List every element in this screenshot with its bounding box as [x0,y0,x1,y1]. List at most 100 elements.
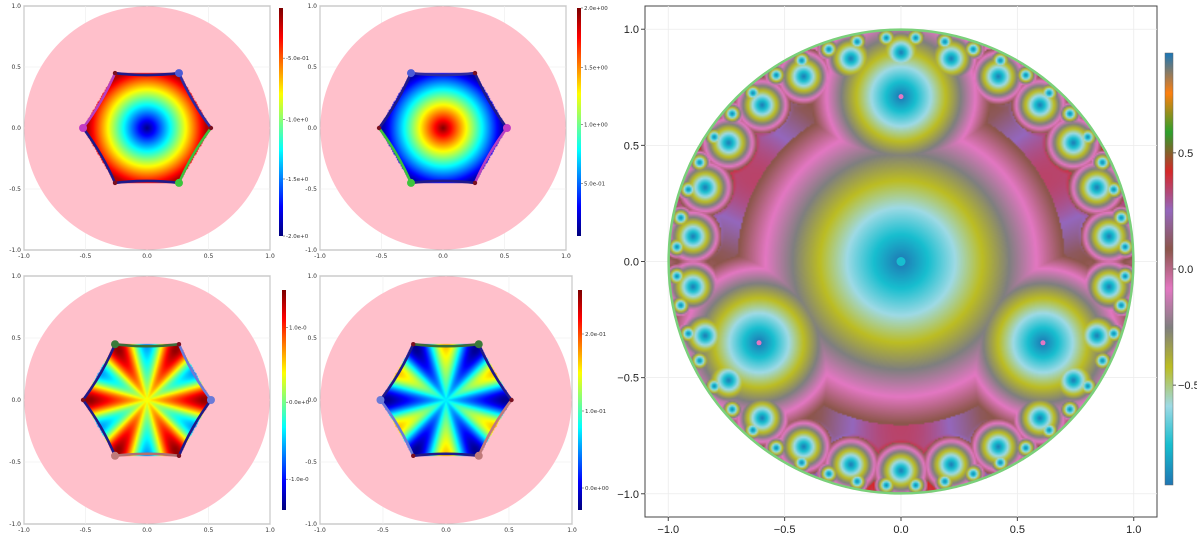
center-point [1040,340,1046,346]
panel-p3: -1.0 -0.5 0.0 0.5 1.0 -1.0 -0.5 0.0 0.5 1.0 1.0e-0… [9,273,309,534]
vertex-point [176,342,182,347]
hexagon-edge [81,399,117,457]
marker-point [474,340,483,349]
panel-big: −1.0 −0.5 0.0 0.5 1.0 −1.0 −0.5 0.0 0.5 1.0 0.5 0.0… [617,5,1197,536]
y-tick-label: -0.5 [305,186,317,193]
hexagon-edge [378,72,413,129]
x-tick-label: 0.0 [142,527,152,534]
marker-point [407,178,416,187]
y-tick-label: 0.5 [307,335,317,342]
y-tick-label: 1.0 [11,3,21,10]
x-tick-label: 0.5 [500,253,510,260]
vertex-point [80,397,86,403]
colorbar [1165,53,1173,485]
colorbar-tick-label: 1.0e+00 [584,122,608,128]
field-heatmap [377,333,515,467]
marker-point [206,396,215,404]
y-tick-label: 0.0 [307,397,317,404]
vertex-point [472,70,478,76]
x-tick-label: 0.5 [204,527,214,534]
colorbar-tick-label: -1.5e+0 [286,177,309,183]
colorbar-tick-label: 1.0e-0 [289,325,307,331]
x-tick-label: 1.0 [567,527,577,534]
colorbar-tick-label: −0.5 [1178,380,1197,392]
y-tick-label: -1.0 [9,521,21,528]
x-tick-label: -0.5 [80,527,92,534]
x-tick-label: 0.0 [441,527,451,534]
y-tick-label: 0.0 [624,257,639,269]
colorbar [282,290,286,510]
y-tick-label: 0.5 [11,64,21,71]
marker-point [174,69,183,78]
center-point [898,94,904,100]
hexagon-edge [473,72,508,129]
y-tick-label: 1.0 [624,24,639,36]
vertex-point [176,453,182,458]
x-tick-label: 0.5 [1010,524,1025,536]
y-tick-label: -1.0 [305,247,317,254]
y-tick-label: 0.5 [624,140,639,152]
colorbar-tick-label: 0.0 [1178,264,1193,276]
hexagon-edge [410,179,476,185]
field-heatmap [80,62,214,194]
x-tick-label: 0.5 [204,253,214,260]
hexagon-edge [177,343,213,401]
field-heatmap [80,333,214,467]
vertex-point [112,70,118,76]
hexagon-edge [410,71,476,77]
y-tick-label: 0.0 [11,397,21,404]
colorbar-tick-label: 1.5e+00 [584,65,608,71]
hexagon-edge [82,127,117,184]
x-tick-label: 0.0 [142,253,152,260]
panel-p1: -1.0 -0.5 0.0 0.5 1.0 -1.0 -0.5 0.0 0.5 1.0 -5.0e-… [9,3,309,260]
colorbar [577,8,581,236]
y-tick-label: 0.5 [11,335,21,342]
hexagon-edge [114,71,180,77]
panel-p4: -1.0 -0.5 0.0 0.5 1.0 -1.0 -0.5 0.0 0.5 1.0 2.0e-0… [305,273,609,534]
hexagon-edge [379,399,415,457]
vertex-point [509,397,514,403]
colorbar-tick-label: 0.0e+0 [289,400,310,406]
colorbar-tick-label: -5.0e-01 [286,56,309,62]
hexagon-edge [379,343,415,401]
marker-point [174,178,183,187]
panel-p2: -1.0 -0.5 0.0 0.5 1.0 -1.0 -0.5 0.0 0.5 1.0 2.0e+0… [305,3,608,260]
y-tick-label: 0.5 [307,64,317,71]
hexagon-edge [477,399,513,457]
y-tick-label: -0.5 [9,459,21,466]
colorbar-tick-label: 2.0e+00 [584,6,608,12]
hexagon-edge [473,127,508,184]
colorbar-tick-label: 0.5 [1178,148,1193,160]
hexagon-edge [114,179,180,185]
marker-point [502,124,511,132]
y-tick-label: 1.0 [11,273,21,280]
x-tick-label: −0.5 [774,524,796,536]
x-tick-label: -0.5 [376,253,388,260]
vertex-point [208,125,214,131]
hexagon-edge [82,72,117,129]
y-tick-label: -0.5 [305,459,317,466]
y-tick-label: 1.0 [307,3,317,10]
x-tick-label: -0.5 [80,253,92,260]
marker-point [79,124,88,132]
hexagon-edge [177,72,212,129]
field-heatmap [376,62,510,194]
y-tick-label: 0.0 [11,125,21,132]
marker-point [474,451,483,460]
marker-point [407,69,416,78]
vertex-point [411,453,416,458]
disk-border [667,28,1135,495]
marker-point [111,451,120,460]
vertex-point [411,342,416,347]
hexagon-edge [177,127,212,184]
x-tick-label: −1.0 [657,524,679,536]
center-point [756,340,762,346]
y-tick-label: 0.0 [307,125,317,132]
colorbar [578,290,582,510]
colorbar [279,8,283,236]
colorbar-tick-label: 0.0e+00 [585,486,609,492]
colorbar-tick-label: -1.0e-0 [289,477,309,483]
x-tick-label: 1.0 [265,253,275,260]
y-tick-label: -0.5 [9,186,21,193]
